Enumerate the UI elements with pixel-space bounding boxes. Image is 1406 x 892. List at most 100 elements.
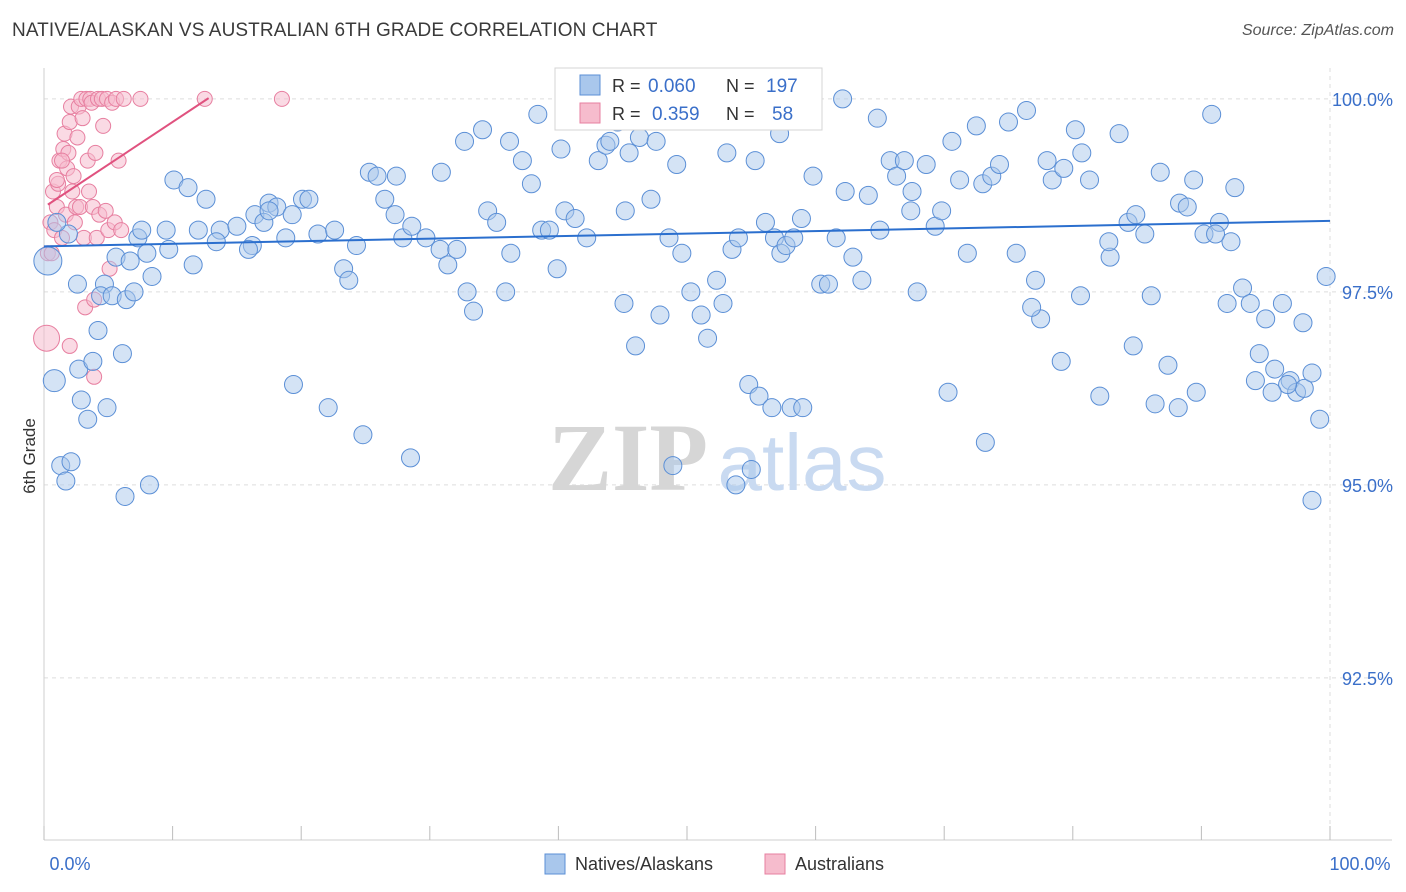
natives-alaskans-point-18 bbox=[132, 220, 152, 240]
natives-alaskans-point-172 bbox=[938, 382, 958, 402]
series-natives-alaskans-points bbox=[33, 89, 1336, 510]
natives-alaskans-point-50 bbox=[447, 239, 467, 259]
australians-point-39 bbox=[95, 117, 112, 134]
natives-alaskans-point-211 bbox=[663, 456, 683, 476]
natives-alaskans-point-71 bbox=[629, 127, 649, 147]
natives-alaskans-point-57 bbox=[512, 151, 532, 171]
natives-alaskans-point-106 bbox=[916, 155, 936, 174]
natives-alaskans-point-72 bbox=[641, 189, 661, 209]
natives-alaskans-point-203 bbox=[139, 475, 159, 495]
series-australians-points bbox=[33, 90, 290, 385]
natives-alaskans-point-155 bbox=[1316, 266, 1336, 286]
natives-alaskans-point-187 bbox=[528, 104, 548, 124]
natives-alaskans-point-131 bbox=[1126, 205, 1146, 225]
natives-alaskans-point-183 bbox=[619, 143, 639, 163]
natives-alaskans-point-98 bbox=[852, 270, 872, 290]
natives-alaskans-point-191 bbox=[431, 162, 451, 182]
natives-alaskans-point-132 bbox=[1135, 224, 1155, 244]
australians-point-34 bbox=[87, 144, 104, 161]
natives-alaskans-point-186 bbox=[551, 139, 571, 159]
legend-swatch-australians bbox=[764, 853, 786, 875]
natives-alaskans-point-129 bbox=[1109, 124, 1129, 144]
natives-alaskans-point-96 bbox=[835, 182, 855, 202]
natives-alaskans-point-189 bbox=[473, 120, 493, 140]
natives-alaskans-point-145 bbox=[1240, 293, 1260, 313]
natives-alaskans-point-170 bbox=[1022, 297, 1042, 317]
natives-alaskans-point-56 bbox=[501, 243, 521, 263]
natives-alaskans-point-216 bbox=[793, 398, 813, 418]
natives-alaskans-point-102 bbox=[887, 166, 907, 186]
natives-alaskans-point-208 bbox=[58, 224, 78, 244]
natives-alaskans-point-119 bbox=[1026, 270, 1046, 290]
natives-alaskans-point-38 bbox=[325, 220, 345, 240]
natives-alaskans-point-115 bbox=[989, 155, 1009, 174]
natives-alaskans-point-125 bbox=[1072, 143, 1092, 163]
australians-point-24 bbox=[74, 110, 91, 127]
australians-point-53 bbox=[61, 337, 78, 354]
natives-alaskans-point-116 bbox=[999, 112, 1018, 132]
natives-alaskans-point-165 bbox=[1145, 394, 1165, 414]
natives-alaskans-point-27 bbox=[227, 216, 247, 236]
natives-alaskans-point-163 bbox=[1186, 382, 1206, 402]
natives-alaskans-point-105 bbox=[907, 282, 927, 302]
australians-point-50 bbox=[132, 90, 149, 107]
natives-alaskans-point-149 bbox=[1272, 293, 1292, 313]
chart-source: Source: ZipAtlas.com bbox=[1241, 22, 1394, 39]
stats-legend-r-label-1: R = bbox=[612, 76, 641, 96]
natives-alaskans-point-174 bbox=[867, 108, 887, 128]
stats-legend: R = 0.060 N = 197 R = 0.359 N = 58 bbox=[554, 67, 823, 131]
y-tick-label-0: 100.0% bbox=[1332, 90, 1393, 110]
x-tick-label-max: 100.0% bbox=[1329, 854, 1390, 874]
watermark: ZIP atlas bbox=[548, 404, 887, 511]
axes bbox=[43, 68, 1392, 841]
natives-alaskans-point-126 bbox=[1080, 170, 1100, 190]
natives-alaskans-point-15 bbox=[120, 251, 140, 271]
natives-alaskans-point-19 bbox=[137, 243, 157, 263]
natives-alaskans-point-6 bbox=[83, 351, 103, 371]
natives-alaskans-point-195 bbox=[353, 425, 373, 445]
natives-alaskans-point-104 bbox=[902, 182, 922, 202]
watermark-zip: ZIP bbox=[548, 404, 708, 511]
natives-alaskans-point-127 bbox=[1090, 386, 1110, 406]
x-tick-label-min: 0.0% bbox=[49, 854, 90, 874]
natives-alaskans-point-7 bbox=[71, 390, 91, 410]
natives-alaskans-point-207 bbox=[67, 274, 87, 294]
natives-alaskans-point-65 bbox=[588, 151, 608, 171]
natives-alaskans-point-13 bbox=[112, 344, 132, 364]
natives-alaskans-point-25 bbox=[196, 189, 216, 209]
natives-alaskans-point-75 bbox=[667, 155, 687, 174]
natives-alaskans-point-160 bbox=[1245, 371, 1265, 391]
natives-alaskans-point-147 bbox=[1256, 309, 1276, 329]
natives-alaskans-point-198 bbox=[259, 201, 279, 221]
stats-legend-r-value-1: 0.060 bbox=[648, 76, 696, 97]
natives-alaskans-point-109 bbox=[942, 131, 962, 151]
natives-alaskans-point-21 bbox=[156, 220, 176, 240]
natives-alaskans-point-173 bbox=[901, 201, 921, 221]
stats-legend-n-label-2: N = bbox=[726, 104, 755, 124]
natives-alaskans-point-118 bbox=[1017, 100, 1037, 120]
natives-alaskans-point-196 bbox=[318, 398, 338, 418]
natives-alaskans-point-91 bbox=[791, 209, 811, 229]
natives-alaskans-point-144 bbox=[1233, 278, 1253, 298]
natives-alaskans-point-9 bbox=[88, 320, 108, 340]
stats-legend-r-value-2: 0.359 bbox=[652, 104, 700, 125]
natives-alaskans-point-200 bbox=[206, 232, 226, 252]
natives-alaskans-point-134 bbox=[1150, 162, 1170, 182]
y-tick-label-3: 92.5% bbox=[1342, 669, 1393, 689]
natives-alaskans-point-209 bbox=[47, 212, 67, 232]
natives-alaskans-point-175 bbox=[833, 89, 853, 109]
natives-alaskans-point-142 bbox=[1217, 293, 1237, 313]
natives-alaskans-point-156 bbox=[1302, 490, 1322, 510]
natives-alaskans-point-192 bbox=[401, 448, 421, 468]
natives-alaskans-point-95 bbox=[826, 228, 846, 248]
australians-point-54 bbox=[86, 368, 103, 385]
stats-legend-n-label-1: N = bbox=[726, 76, 755, 96]
natives-alaskans-point-49 bbox=[438, 255, 458, 275]
australians-point-20 bbox=[69, 129, 86, 146]
natives-alaskans-point-61 bbox=[547, 259, 567, 279]
natives-alaskans-point-70 bbox=[626, 336, 646, 356]
natives-alaskans-point-40 bbox=[339, 270, 359, 290]
australians-point-48 bbox=[113, 222, 130, 239]
natives-alaskans-point-204 bbox=[115, 486, 135, 506]
